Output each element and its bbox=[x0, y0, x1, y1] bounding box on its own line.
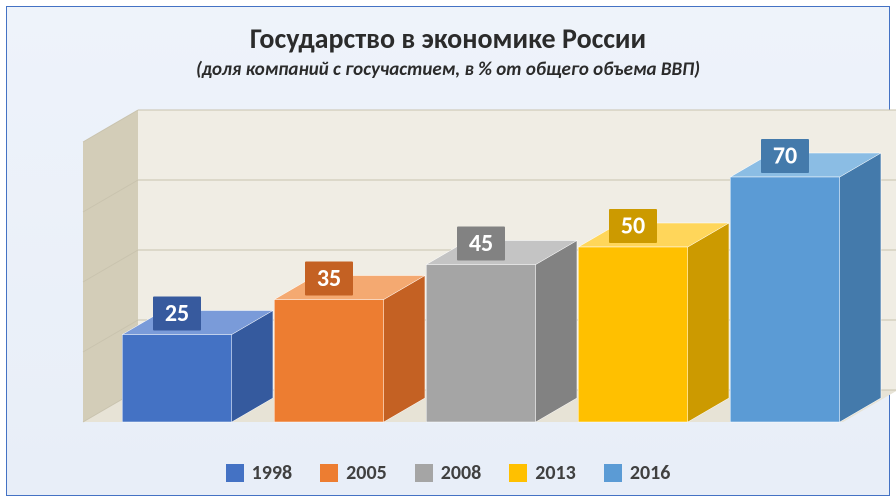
legend-swatch bbox=[320, 464, 338, 482]
legend-item: 1998 bbox=[226, 461, 293, 485]
bar-value-label: 25 bbox=[165, 299, 189, 328]
legend-item: 2005 bbox=[320, 461, 387, 485]
legend-label: 1998 bbox=[252, 461, 293, 485]
chart-plot-area: 25 35 45 50 70 bbox=[43, 102, 863, 432]
bar-value-label: 70 bbox=[773, 142, 797, 171]
legend-swatch bbox=[226, 464, 244, 482]
legend-swatch bbox=[509, 464, 527, 482]
chart-title: Государство в экономике России bbox=[7, 21, 889, 56]
chart-svg: 25 35 45 50 70 bbox=[43, 102, 863, 432]
legend-label: 2016 bbox=[630, 461, 671, 485]
legend-swatch bbox=[415, 464, 433, 482]
legend-item: 2016 bbox=[604, 461, 671, 485]
legend-swatch bbox=[604, 464, 622, 482]
chart-title-block: Государство в экономике России (доля ком… bbox=[7, 21, 889, 81]
legend-label: 2005 bbox=[346, 461, 387, 485]
legend-item: 2008 bbox=[415, 461, 482, 485]
legend-item: 2013 bbox=[509, 461, 576, 485]
chart-subtitle: (доля компаний с госучастием, в % от общ… bbox=[7, 58, 889, 81]
chart-legend: 1998 2005 2008 2013 2016 bbox=[7, 461, 889, 485]
legend-label: 2013 bbox=[535, 461, 576, 485]
bar-value-label: 45 bbox=[469, 229, 493, 258]
legend-label: 2008 bbox=[441, 461, 482, 485]
bar-value-label: 50 bbox=[621, 212, 645, 241]
chart-frame: Государство в экономике России (доля ком… bbox=[6, 6, 890, 496]
bar-value-label: 35 bbox=[317, 264, 341, 293]
